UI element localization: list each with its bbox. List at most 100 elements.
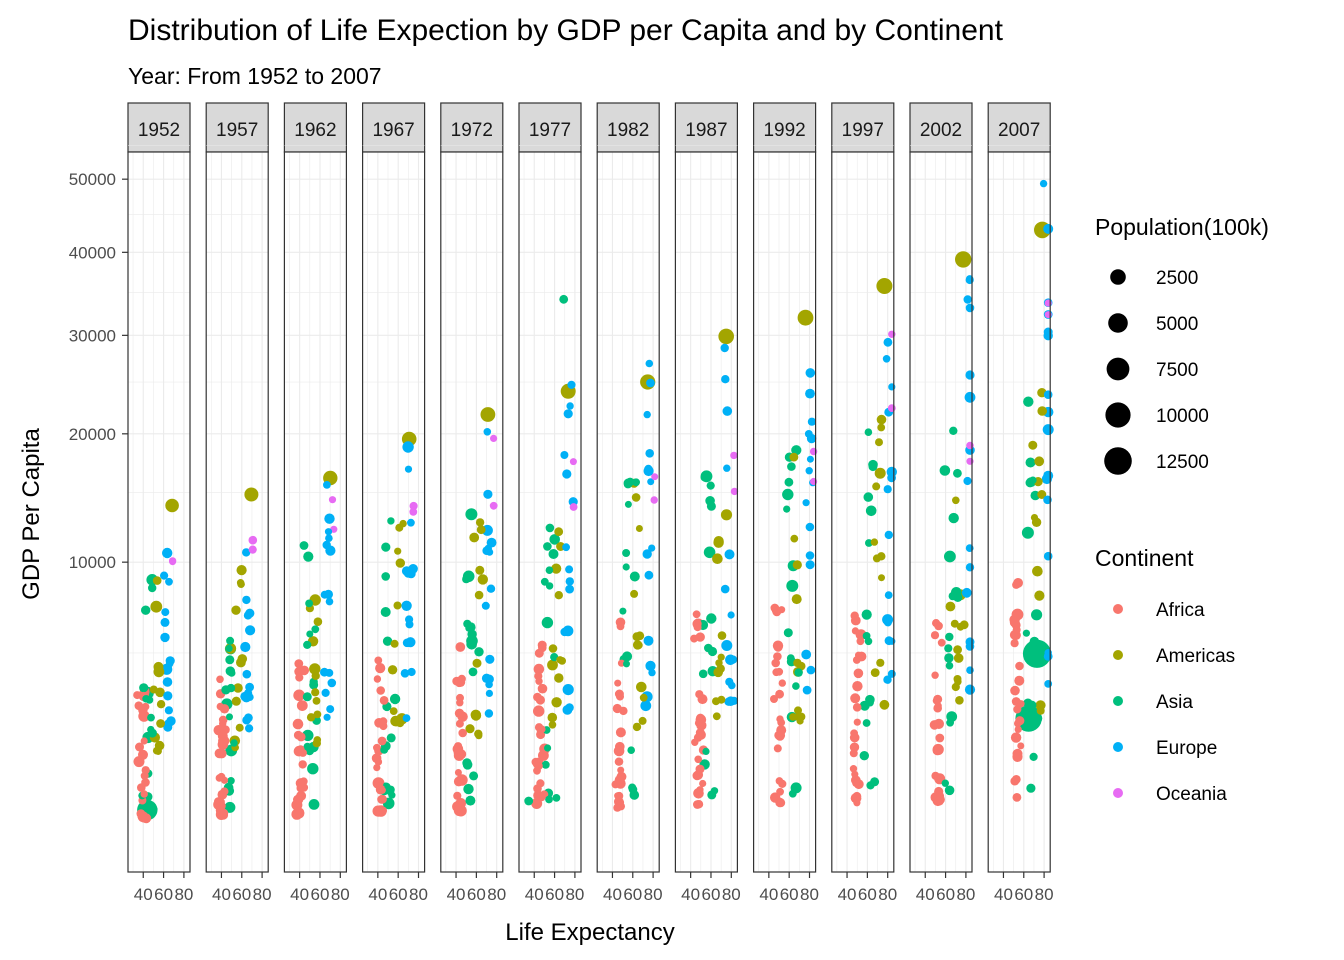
- point-asia: [949, 426, 958, 435]
- point-africa: [377, 736, 387, 746]
- point-asia: [467, 629, 477, 639]
- point-europe: [163, 691, 173, 701]
- x-tick-label: 80: [1035, 885, 1054, 904]
- point-europe: [401, 600, 412, 611]
- point-europe: [323, 481, 331, 489]
- point-europe: [324, 513, 335, 524]
- point-europe: [562, 469, 572, 479]
- point-europe: [722, 406, 733, 416]
- size-legend-key: [1108, 313, 1128, 333]
- color-legend-title: Continent: [1095, 545, 1194, 571]
- point-europe: [1043, 327, 1053, 337]
- point-europe: [721, 640, 733, 651]
- point-africa: [853, 668, 864, 679]
- panel-border: [127, 151, 191, 873]
- point-americas: [551, 697, 562, 708]
- point-asia: [381, 572, 391, 581]
- facet-strip-label: 1977: [529, 120, 571, 141]
- point-asia: [944, 550, 956, 563]
- point-africa: [855, 651, 863, 659]
- point-americas: [548, 721, 557, 729]
- point-africa: [299, 665, 310, 676]
- point-europe: [484, 709, 494, 718]
- facet-1972: 1972 40 60 80: [440, 102, 506, 904]
- point-asia: [1026, 703, 1035, 712]
- point-americas: [877, 423, 886, 432]
- point-europe: [560, 627, 569, 637]
- point-europe: [404, 465, 413, 473]
- facet-strip: [987, 102, 1051, 153]
- point-europe: [724, 549, 735, 560]
- x-tick-label: 80: [174, 885, 193, 904]
- point-europe: [965, 370, 975, 380]
- point-oceania: [248, 535, 258, 545]
- point-africa: [454, 742, 463, 751]
- point-europe: [245, 724, 254, 733]
- point-africa: [853, 799, 861, 807]
- point-oceania: [409, 501, 418, 511]
- point-americas: [1036, 706, 1045, 715]
- point-europe: [644, 570, 654, 580]
- point-europe: [727, 611, 735, 619]
- size-legend-label: 7500: [1156, 360, 1198, 381]
- point-americas: [480, 407, 496, 422]
- facet-strip-label: 1962: [294, 120, 336, 141]
- facet-2007: 2007 40 60 80: [987, 102, 1054, 904]
- point-africa: [295, 673, 304, 682]
- point-africa: [295, 809, 305, 819]
- panel-border: [909, 151, 973, 873]
- point-europe: [485, 689, 493, 698]
- point-asia: [706, 613, 717, 624]
- point-africa: [694, 800, 704, 809]
- point-europe: [562, 543, 570, 552]
- point-asia: [387, 517, 395, 525]
- point-africa: [849, 765, 858, 773]
- point-asia: [224, 801, 236, 813]
- point-asia: [710, 787, 719, 795]
- point-americas: [878, 574, 885, 582]
- point-africa: [296, 700, 308, 711]
- x-tick-label: 60: [1014, 885, 1033, 904]
- point-asia: [545, 523, 555, 533]
- color-legend-label: Oceania: [1156, 784, 1227, 805]
- point-asia: [945, 661, 954, 670]
- point-africa: [778, 679, 786, 687]
- point-europe: [326, 705, 335, 714]
- point-africa: [296, 790, 307, 801]
- facet-1997: 1997 40 60 80: [831, 102, 897, 904]
- point-europe: [802, 499, 810, 507]
- point-asia: [311, 625, 320, 634]
- point-europe: [805, 551, 815, 560]
- point-americas: [636, 681, 647, 693]
- point-oceania: [490, 434, 498, 442]
- point-africa: [455, 642, 466, 652]
- point-africa: [376, 686, 386, 695]
- point-africa: [458, 728, 468, 738]
- point-americas: [156, 700, 166, 709]
- panel-border: [283, 151, 347, 873]
- point-africa: [293, 730, 303, 740]
- point-asia: [868, 462, 878, 472]
- point-americas: [945, 601, 956, 612]
- point-europe: [883, 618, 892, 627]
- point-americas: [312, 697, 321, 705]
- point-asia: [698, 669, 708, 679]
- point-africa: [614, 679, 622, 687]
- point-africa: [140, 712, 149, 721]
- facet-strip-label: 1987: [685, 120, 727, 141]
- point-africa: [694, 755, 702, 764]
- color-legend-key-europe: [1113, 742, 1123, 752]
- point-americas: [717, 653, 725, 661]
- point-africa: [373, 764, 381, 772]
- point-asia: [230, 739, 238, 747]
- point-europe: [481, 673, 492, 683]
- point-asia: [549, 534, 560, 545]
- point-americas: [955, 251, 972, 268]
- point-asia: [624, 500, 632, 508]
- color-legend-label: Africa: [1156, 600, 1205, 621]
- point-americas: [791, 594, 802, 605]
- point-asia: [145, 696, 154, 704]
- point-americas: [237, 654, 248, 664]
- point-americas: [789, 452, 799, 462]
- point-americas: [244, 487, 259, 502]
